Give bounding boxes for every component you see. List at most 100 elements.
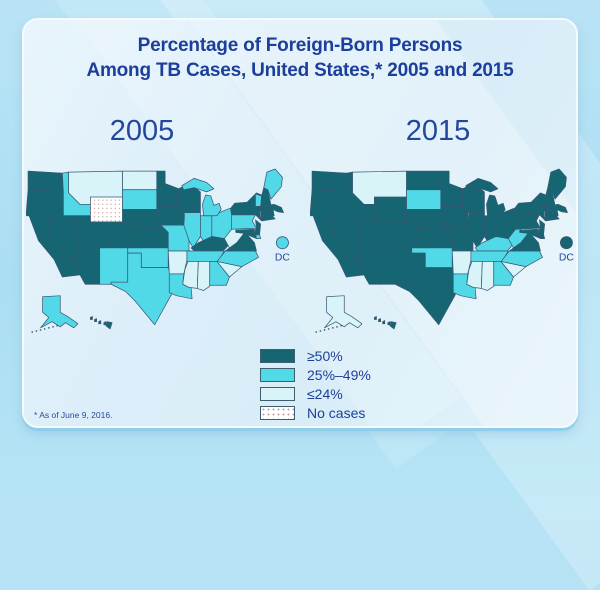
state-IA-2015 <box>440 206 469 226</box>
aleutian-islands-dot <box>56 324 58 327</box>
state-ND-2005 <box>122 170 158 191</box>
state-HI-2015 <box>387 321 391 326</box>
state-NY-2005 <box>230 192 276 222</box>
aleutian-islands-dot <box>332 327 334 329</box>
state-ND-2015 <box>406 170 442 191</box>
state-KS-2005 <box>131 227 169 249</box>
state-AK-2015 <box>324 295 363 329</box>
footnote: * As of June 9, 2016. <box>34 410 113 420</box>
state-PA-2005 <box>231 214 257 230</box>
title-line-2: Among TB Cases, United States,* 2005 and… <box>86 59 514 81</box>
state-KS-2015 <box>415 227 453 249</box>
slide-panel: Percentage of Foreign-Born Persons Among… <box>22 18 578 428</box>
legend-swatch-high <box>260 348 295 363</box>
dc-label-2015: DC <box>559 252 574 263</box>
state-HI-2005 <box>94 318 97 322</box>
slide-title: Percentage of Foreign-Born Persons Among… <box>24 34 576 83</box>
state-OR-2015 <box>310 189 348 217</box>
map-year-label-2005: 2005 <box>109 115 175 147</box>
legend-swatch-none <box>260 405 295 420</box>
aleutian-islands-dot <box>340 324 342 327</box>
legend-label-none: No cases <box>307 404 366 421</box>
state-SD-2005 <box>122 189 158 210</box>
state-MI-2015 <box>465 178 499 193</box>
state-NM-2005 <box>99 247 129 285</box>
state-RI-2015 <box>552 209 559 218</box>
state-WA-2005 <box>27 170 64 193</box>
aleutian-islands-dot <box>35 330 38 332</box>
state-MN-2005 <box>156 170 179 207</box>
state-ME-2005 <box>263 168 283 200</box>
aleutian-islands-dot <box>48 327 50 329</box>
state-DC-marker-2015 <box>559 236 573 250</box>
state-HI-2005 <box>105 321 113 330</box>
title-line-1: Percentage of Foreign-Born Persons <box>137 35 463 56</box>
aleutian-islands-dot <box>52 325 54 328</box>
state-HI-2015 <box>374 316 377 320</box>
state-MN-2015 <box>440 170 463 207</box>
legend-swatch-low <box>260 386 295 401</box>
state-GA-2015 <box>493 261 514 286</box>
state-HI-2005 <box>103 321 107 326</box>
state-MI-2005 <box>202 194 222 217</box>
legend-item-mid: 25%–49% <box>260 366 371 383</box>
state-NJ-2005 <box>254 219 261 236</box>
state-MI-2015 <box>486 194 506 217</box>
state-NY-2015 <box>514 192 560 222</box>
aleutian-islands-dot <box>39 329 42 331</box>
state-GA-2005 <box>209 261 230 286</box>
state-HI-2005 <box>90 316 93 320</box>
aleutian-islands-dot <box>323 329 326 331</box>
state-AZ-2015 <box>357 247 385 285</box>
state-MI-2005 <box>181 178 215 193</box>
legend: ≥50% 25%–49% ≤24% No cases <box>260 348 371 424</box>
state-HI-2015 <box>382 320 386 325</box>
state-AL-2005 <box>196 261 211 291</box>
state-AK-2005 <box>40 295 79 329</box>
state-LA-2005 <box>168 273 193 300</box>
state-HI-2005 <box>98 320 102 325</box>
state-MA-2015 <box>544 203 568 213</box>
state-HI-2015 <box>389 321 397 330</box>
legend-label-high: ≥50% <box>307 347 343 364</box>
aleutian-islands-dot <box>31 331 34 333</box>
state-TX-2015 <box>394 252 456 326</box>
aleutian-islands-dot <box>327 328 330 330</box>
legend-item-high: ≥50% <box>260 347 371 364</box>
state-WA-2015 <box>311 170 348 193</box>
aleutian-islands-dot <box>43 328 46 330</box>
state-CO-2005 <box>99 221 133 249</box>
state-MD-2015 <box>519 228 541 239</box>
state-CO-2015 <box>383 221 417 249</box>
state-SD-2015 <box>406 189 442 210</box>
state-WY-2005 <box>90 196 123 223</box>
legend-label-low: ≤24% <box>307 385 343 402</box>
state-AL-2015 <box>480 261 495 291</box>
aleutian-islands-dot <box>315 331 318 333</box>
state-PA-2015 <box>515 214 541 230</box>
state-NM-2015 <box>383 247 413 285</box>
state-MD-2005 <box>235 228 257 239</box>
map-year-label-2015: 2015 <box>405 115 471 147</box>
legend-label-mid: 25%–49% <box>307 366 371 383</box>
legend-item-low: ≤24% <box>260 385 371 402</box>
aleutian-islands-dot <box>319 330 322 332</box>
us-choropleth-map-2015: DC <box>310 160 576 340</box>
aleutian-islands-dot <box>336 325 338 328</box>
legend-item-none: No cases <box>260 404 371 421</box>
legend-swatch-mid <box>260 367 295 382</box>
state-TX-2005 <box>110 252 172 326</box>
state-LA-2015 <box>452 273 477 300</box>
state-RI-2005 <box>268 209 275 218</box>
state-WY-2015 <box>374 196 407 223</box>
state-HI-2015 <box>378 318 381 322</box>
state-MA-2005 <box>260 203 284 213</box>
state-IA-2005 <box>156 206 185 226</box>
state-ME-2015 <box>547 168 567 200</box>
state-AZ-2005 <box>73 247 101 285</box>
dc-label-2005: DC <box>275 252 290 263</box>
state-DC-marker-2005 <box>275 236 289 250</box>
us-choropleth-map-2005: DC <box>26 160 298 340</box>
state-OR-2005 <box>26 189 64 217</box>
state-NJ-2015 <box>538 219 545 236</box>
